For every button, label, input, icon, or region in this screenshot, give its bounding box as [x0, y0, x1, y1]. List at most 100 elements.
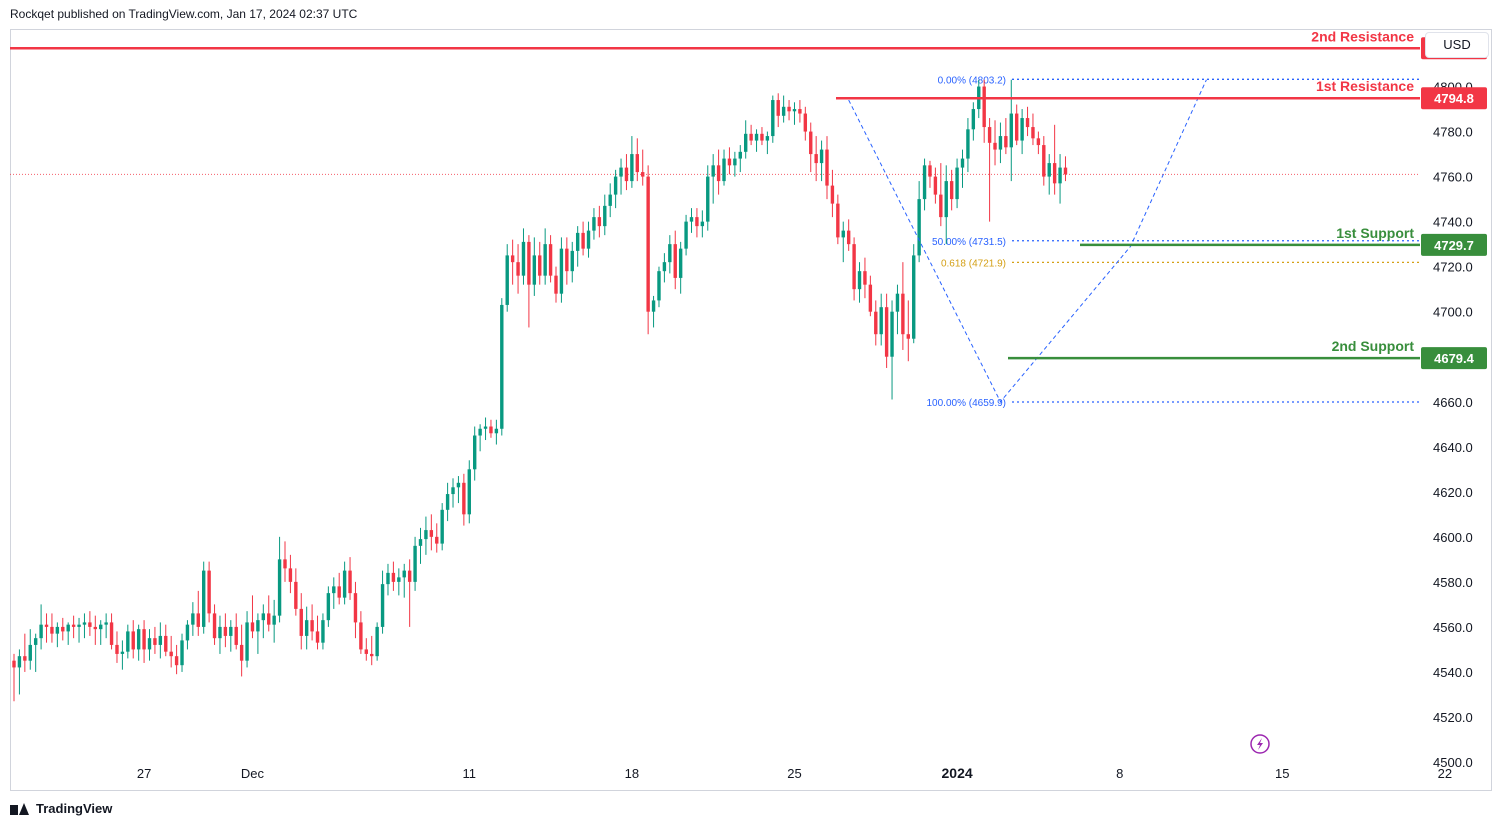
candle-body [846, 230, 851, 245]
candle-body [17, 656, 22, 668]
candle-body [267, 613, 271, 625]
candle-body [586, 230, 591, 249]
candle-body [727, 158, 732, 166]
candle-body [754, 133, 759, 141]
candle-body [944, 181, 948, 218]
candle-body [879, 307, 883, 335]
candle-body [949, 181, 954, 200]
candle-body [1020, 118, 1024, 141]
candle-body [760, 133, 764, 141]
y-tick-label: 4760.0 [1433, 170, 1473, 185]
candle-body [435, 536, 439, 544]
x-tick-label: 22 [1438, 766, 1452, 781]
candle-body [841, 230, 845, 238]
candle-body [212, 613, 217, 639]
candle-body [884, 307, 889, 357]
candle-body [1047, 163, 1051, 177]
candle-body [922, 165, 927, 200]
y-tick-label: 4740.0 [1433, 215, 1473, 230]
level-name: 1st Support [1336, 225, 1414, 241]
candle-body [277, 559, 282, 616]
candle-body [987, 127, 992, 143]
y-tick-label: 4600.0 [1433, 530, 1473, 545]
candle-body [1052, 163, 1057, 184]
candle-body [99, 624, 103, 630]
candle-body [960, 158, 965, 168]
candle-body [429, 530, 434, 537]
candle-body [581, 232, 585, 249]
candle-body [809, 131, 813, 155]
candle-body [153, 638, 157, 645]
candle-body [619, 167, 623, 177]
candle-body [765, 136, 770, 141]
candle-body [554, 275, 558, 294]
candle-body [917, 199, 921, 256]
candle-body [706, 176, 710, 222]
candle-body [635, 154, 639, 173]
candle-body [348, 570, 352, 594]
candle-body [516, 262, 520, 276]
candle-body [478, 428, 482, 436]
brand-name: TradingView [36, 801, 113, 816]
price-tag-label: 4794.8 [1434, 91, 1474, 106]
candle-body [23, 656, 27, 661]
candle-body [510, 255, 515, 263]
candle-body [391, 572, 396, 582]
candle-body [993, 142, 997, 150]
level-name: 2nd Support [1332, 338, 1415, 354]
candle-body [164, 635, 168, 652]
fib-level-label: 50.00% (4731.5) [932, 237, 1006, 248]
candle-body [467, 469, 471, 515]
x-tick-label: Dec [241, 766, 265, 781]
candle-body [250, 622, 255, 632]
y-tick-label: 4500.0 [1433, 755, 1473, 770]
candle-body [402, 570, 406, 578]
x-tick-label: 18 [625, 766, 639, 781]
candle-body [955, 167, 959, 200]
candle-body [386, 572, 390, 585]
candle-body [494, 428, 499, 434]
candle-body [521, 241, 526, 276]
candle-body [158, 635, 163, 645]
candle-body [294, 581, 298, 609]
candle-body [424, 530, 428, 540]
candle-body [120, 651, 125, 654]
candle-body [88, 622, 92, 627]
candle-body [39, 624, 43, 639]
candle-body [272, 615, 276, 625]
candle-body [440, 509, 444, 544]
x-tick-label: 2024 [942, 765, 973, 781]
currency-button[interactable]: USD [1425, 32, 1489, 58]
candle-body [575, 232, 580, 251]
candle-body [733, 158, 737, 166]
price-tag [1421, 347, 1487, 370]
candle-body [662, 262, 667, 272]
candle-body [630, 154, 634, 182]
candle-body [1058, 167, 1062, 184]
candle-body [66, 624, 70, 632]
candle-body [781, 106, 786, 116]
candle-body [364, 649, 368, 654]
candle-body [538, 255, 542, 276]
footer: TradingView [10, 801, 112, 816]
candle-body [819, 149, 824, 164]
candle-body [332, 586, 336, 594]
candle-body [337, 586, 341, 598]
candle-body [646, 176, 650, 312]
candle-body [109, 622, 114, 645]
price-tag [1421, 87, 1487, 110]
candle-body [445, 494, 450, 510]
candle-body [473, 435, 477, 470]
candle-body [202, 570, 206, 627]
candle-body [624, 167, 629, 182]
candle-body [1025, 118, 1030, 128]
candle-body [12, 660, 16, 668]
candle-body [749, 133, 753, 141]
candle-body [939, 194, 943, 218]
candle-body [462, 482, 466, 515]
candle-body [126, 631, 130, 652]
level-name: 1st Resistance [1316, 78, 1414, 94]
candle-body [738, 151, 742, 159]
candle-body [413, 545, 417, 582]
